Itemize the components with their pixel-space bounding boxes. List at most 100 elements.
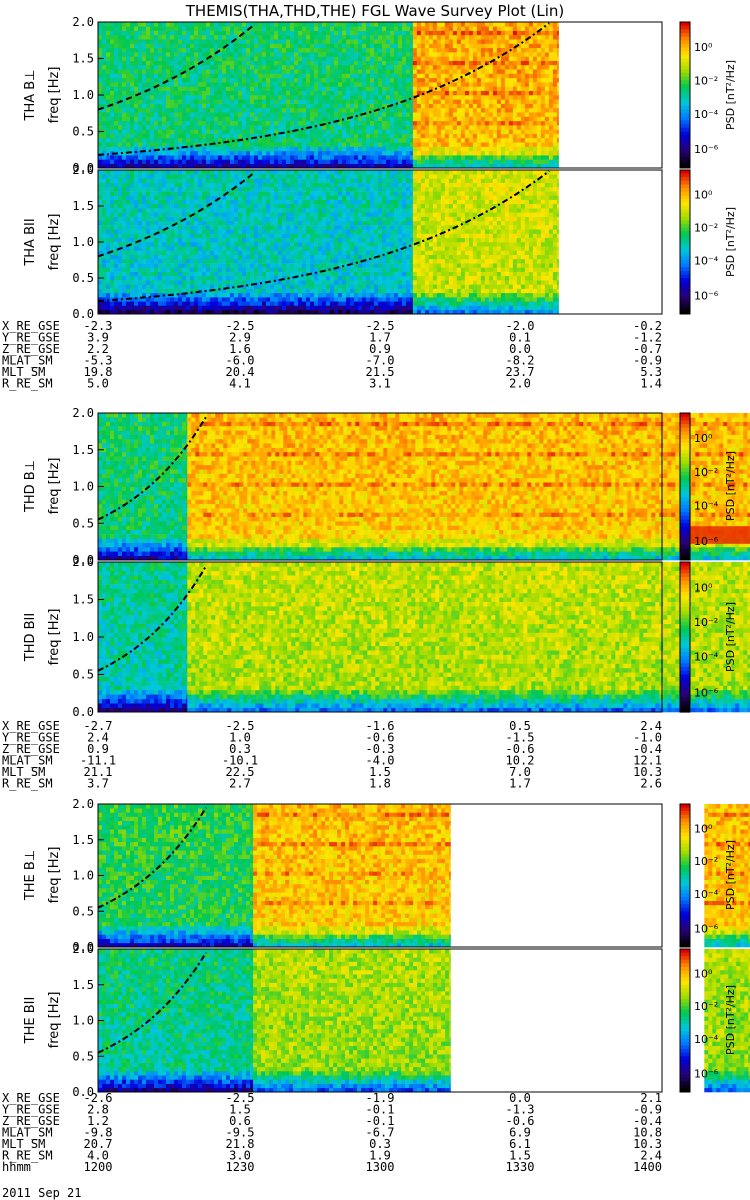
spectrogram-cell — [541, 95, 545, 100]
spectrogram-cell — [174, 48, 178, 53]
spectrogram-cell — [453, 31, 457, 36]
spectrogram-cell — [202, 91, 206, 96]
spectrogram-cell — [134, 129, 138, 134]
spectrogram-cell — [366, 26, 370, 31]
spectrogram-cell — [270, 91, 274, 96]
spectrogram-cell — [529, 125, 533, 130]
spectrogram-cell — [206, 147, 210, 152]
spectrogram-cell — [202, 56, 206, 61]
spectrogram-cell — [154, 306, 158, 311]
spectrogram-cell — [473, 95, 477, 100]
spectrogram-cell — [222, 129, 226, 134]
spectrogram-cell — [210, 138, 214, 143]
spectrogram-cell — [449, 52, 453, 57]
spectrogram-cell — [182, 52, 186, 57]
spectrogram-cell — [142, 217, 146, 222]
spectrogram-cell — [110, 267, 114, 272]
spectrogram-cell — [314, 117, 318, 122]
spectrogram-cell — [330, 108, 334, 113]
spectrogram-cell — [318, 44, 322, 49]
spectrogram-cell — [126, 301, 130, 306]
spectrogram-cell — [146, 204, 150, 209]
spectrogram-cell — [433, 31, 437, 36]
spectrogram-cell — [278, 52, 282, 57]
spectrogram-cell — [226, 52, 230, 57]
spectrogram-cell — [266, 61, 270, 66]
spectrogram-cell — [497, 52, 501, 57]
spectrogram-cell — [413, 65, 417, 70]
spectrogram-cell — [509, 65, 513, 70]
spectrogram-cell — [150, 306, 154, 311]
spectrogram-cell — [493, 112, 497, 117]
spectrogram-cell — [254, 31, 258, 36]
spectrogram-cell — [166, 212, 170, 217]
spectrogram-cell — [537, 69, 541, 74]
spectrogram-cell — [497, 26, 501, 31]
spectrogram-cell — [222, 61, 226, 66]
spectrogram-cell — [429, 159, 433, 164]
spectrogram-cell — [166, 187, 170, 192]
spectrogram-cell — [310, 121, 314, 126]
spectrogram-cell — [290, 155, 294, 160]
spectrogram-cell — [398, 159, 402, 164]
spectrogram-cell — [413, 78, 417, 83]
spectrogram-cell — [417, 112, 421, 117]
spectrogram-cell — [461, 142, 465, 147]
spectrogram-cell — [549, 112, 553, 117]
spectrogram-cell — [130, 234, 134, 239]
spectrogram-cell — [413, 48, 417, 53]
spectrogram-cell — [370, 48, 374, 53]
spectrogram-cell — [290, 151, 294, 156]
colorbar-step — [680, 29, 690, 33]
spectrogram-cell — [370, 142, 374, 147]
spectrogram-cell — [150, 142, 154, 147]
spectrogram-cell — [505, 134, 509, 139]
spectrogram-cell — [529, 69, 533, 74]
spectrogram-cell — [469, 147, 473, 152]
spectrogram-cell — [334, 22, 338, 27]
spectrogram-cell — [258, 121, 262, 126]
spectrogram-cell — [290, 22, 294, 27]
colorbar-label: PSD [nT²/Hz] — [724, 60, 737, 130]
spectrogram-cell — [294, 26, 298, 31]
spectrogram-cell — [465, 121, 469, 126]
spectrogram-cell — [485, 86, 489, 91]
spectrogram-cell — [138, 95, 142, 100]
spectrogram-cell — [254, 69, 258, 74]
spectrogram-cell — [270, 39, 274, 44]
spectrogram-cell — [445, 125, 449, 130]
spectrogram-cell — [298, 74, 302, 79]
spectrogram-cell — [110, 170, 114, 175]
spectrogram-cell — [469, 31, 473, 36]
spectrogram-cell — [477, 39, 481, 44]
spectrogram-cell — [250, 147, 254, 152]
spectrogram-cell — [366, 147, 370, 152]
spectrogram-cell — [314, 86, 318, 91]
spectrogram-cell — [425, 112, 429, 117]
spectrogram-cell — [198, 151, 202, 156]
spectrogram-cell — [457, 112, 461, 117]
spectrogram-cell — [102, 195, 106, 200]
spectrogram-cell — [429, 74, 433, 79]
spectrogram-cell — [102, 121, 106, 126]
spectrogram-cell — [110, 204, 114, 209]
spectrogram-cell — [166, 183, 170, 188]
spectrogram-cell — [314, 65, 318, 70]
spectrogram-cell — [146, 159, 150, 164]
spectrogram-cell — [98, 134, 102, 139]
spectrogram-cell — [254, 159, 258, 164]
spectrogram-cell — [190, 121, 194, 126]
spectrogram-cell — [406, 108, 410, 113]
spectrogram-cell — [509, 82, 513, 87]
spectrogram-cell — [425, 35, 429, 40]
spectrogram-cell — [302, 52, 306, 57]
spectrogram-cell — [445, 35, 449, 40]
spectrogram-cell — [290, 147, 294, 152]
spectrogram-cell — [106, 65, 110, 70]
spectrogram-cell — [202, 183, 206, 188]
spectrogram-cell — [206, 65, 210, 70]
spectrogram-cell — [485, 56, 489, 61]
spectrogram-cell — [154, 138, 158, 143]
spectrogram-cell — [545, 74, 549, 79]
spectrogram-cell — [202, 138, 206, 143]
